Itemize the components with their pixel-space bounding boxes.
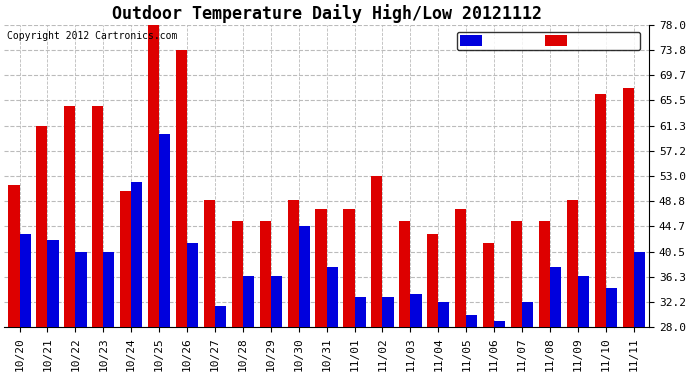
Bar <box>75 252 86 327</box>
Bar <box>411 294 422 327</box>
Bar <box>243 276 254 327</box>
Bar <box>511 221 522 327</box>
Bar <box>566 200 578 327</box>
Bar <box>64 106 75 327</box>
Bar <box>382 297 394 327</box>
Bar <box>299 226 310 327</box>
Bar <box>595 94 606 327</box>
Title: Outdoor Temperature Daily High/Low 20121112: Outdoor Temperature Daily High/Low 20121… <box>112 4 542 23</box>
Bar <box>92 106 104 327</box>
Bar <box>355 297 366 327</box>
Bar <box>483 243 494 327</box>
Text: Copyright 2012 Cartronics.com: Copyright 2012 Cartronics.com <box>8 31 178 41</box>
Bar <box>344 209 355 327</box>
Bar <box>326 267 338 327</box>
Bar <box>19 234 30 327</box>
Bar <box>622 88 633 327</box>
Bar <box>120 191 131 327</box>
Bar <box>522 302 533 327</box>
Bar <box>187 243 198 327</box>
Bar <box>159 134 170 327</box>
Bar <box>371 176 382 327</box>
Bar <box>578 276 589 327</box>
Bar <box>606 288 617 327</box>
Bar <box>550 267 561 327</box>
Bar <box>37 126 48 327</box>
Bar <box>466 315 477 327</box>
Bar <box>288 200 299 327</box>
Bar <box>131 182 142 327</box>
Bar <box>215 306 226 327</box>
Bar <box>539 221 550 327</box>
Bar <box>633 252 645 327</box>
Bar <box>104 252 115 327</box>
Bar <box>204 200 215 327</box>
Bar <box>494 321 505 327</box>
Bar <box>176 50 187 327</box>
Bar <box>438 302 449 327</box>
Bar <box>259 221 270 327</box>
Bar <box>400 221 411 327</box>
Bar <box>427 234 438 327</box>
Bar <box>148 25 159 327</box>
Bar <box>232 221 243 327</box>
Bar <box>8 185 19 327</box>
Bar <box>455 209 466 327</box>
Legend: Low  (°F), High  (°F): Low (°F), High (°F) <box>457 32 640 50</box>
Bar <box>270 276 282 327</box>
Bar <box>315 209 326 327</box>
Bar <box>48 240 59 327</box>
